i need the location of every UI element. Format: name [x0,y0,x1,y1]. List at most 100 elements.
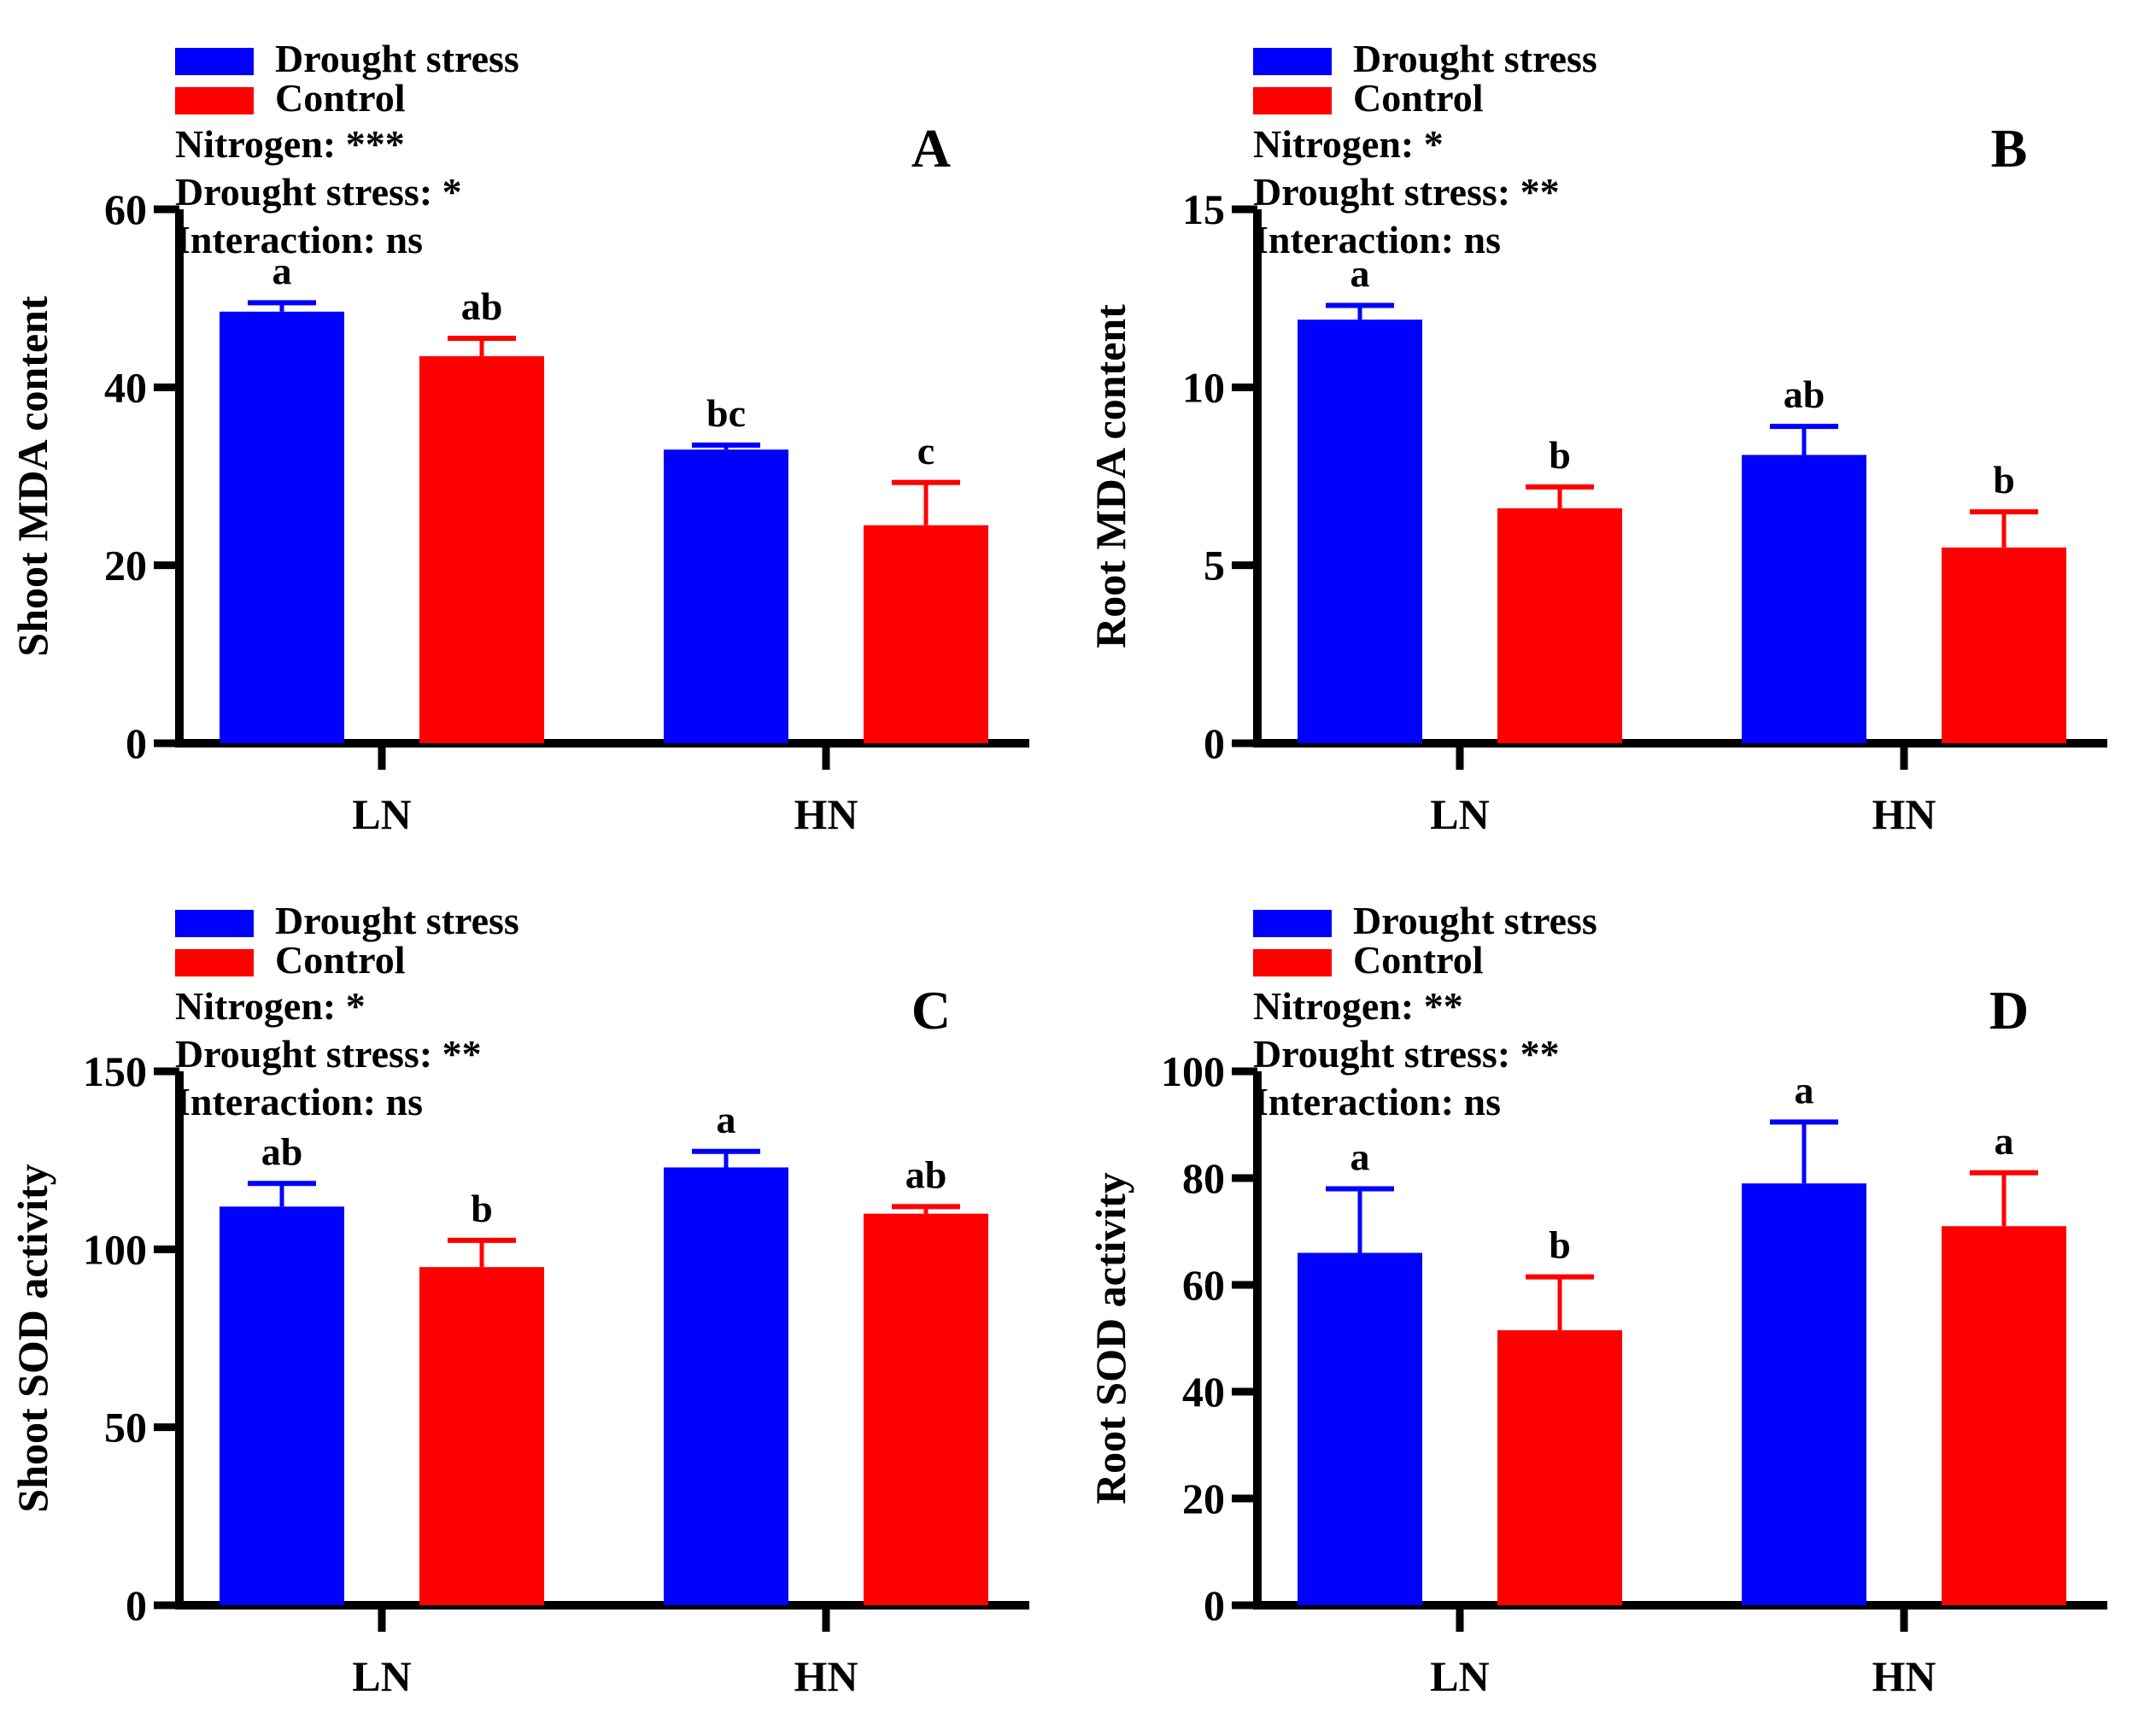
significance-letter: a [1350,252,1370,296]
y-tick-label: 40 [1182,1368,1225,1416]
bar-hn-control [864,525,988,743]
y-axis-title: Root SOD activity [1087,1172,1134,1504]
legend-swatch-control [1253,87,1332,114]
bar-hn-drought-stress [1742,454,1866,743]
anova-annotation: Drought stress: ** [175,1032,482,1076]
x-category-label: HN [794,790,858,838]
legend-swatch-control [175,949,254,976]
y-tick-label: 5 [1204,542,1225,589]
y-tick-label: 150 [83,1047,147,1095]
bar-ln-control [1497,508,1622,743]
legend-label: Control [275,938,406,982]
legend-label: Drought stress [275,899,519,942]
significance-letter: a [1995,1119,2014,1163]
anova-annotation: Drought stress: ** [1253,170,1560,214]
y-tick-label: 0 [1204,719,1225,767]
significance-letter: a [1350,1135,1370,1179]
y-tick-label: 20 [1182,1475,1225,1522]
panel-letter: B [1991,118,2028,179]
anova-annotation: Drought stress: ** [1253,1032,1560,1076]
bar-ln-control [419,355,544,743]
y-tick-label: 100 [83,1225,147,1273]
bar-ln-drought-stress [1298,1252,1422,1605]
bar-hn-control [864,1213,988,1605]
x-category-label: LN [1430,1652,1489,1700]
legend-label: Control [1353,76,1484,120]
significance-letter: c [917,429,934,472]
significance-letter: ab [261,1129,303,1173]
bar-ln-control [419,1267,544,1605]
bar-hn-drought-stress [664,449,788,743]
legend-swatch-drought-stress [175,910,254,937]
significance-letter: ab [461,284,503,328]
legend-label: Control [1353,938,1484,982]
bar-hn-drought-stress [664,1167,788,1605]
bar-ln-control [1497,1330,1622,1605]
anova-annotation: Nitrogen: ** [1253,984,1463,1028]
y-tick-label: 0 [126,1581,147,1629]
x-category-label: HN [1872,1652,1936,1700]
panel-letter: A [911,118,951,179]
significance-letter: b [471,1187,493,1230]
anova-annotation: Nitrogen: *** [175,122,405,166]
legend-swatch-drought-stress [175,48,254,75]
significance-letter: b [1993,458,2015,501]
anova-annotation: Interaction: ns [175,218,423,261]
significance-letter: a [1795,1068,1814,1111]
significance-letter: b [1549,1223,1571,1267]
bar-ln-drought-stress [220,311,344,743]
y-tick-label: 60 [104,185,147,233]
anova-annotation: Nitrogen: * [175,984,366,1028]
y-tick-label: 50 [104,1404,147,1451]
significance-letter: ab [905,1152,947,1196]
significance-letter: bc [706,391,746,435]
legend-swatch-control [1253,949,1332,976]
y-axis-title: Root MDA content [1087,304,1134,648]
x-category-label: LN [352,1652,411,1700]
panel-letter: D [1989,980,2029,1041]
y-tick-label: 40 [104,363,147,411]
y-tick-label: 15 [1182,185,1225,233]
x-category-label: HN [794,1652,858,1700]
y-tick-label: 100 [1161,1047,1225,1095]
significance-letter: b [1549,433,1571,477]
legend-label: Drought stress [1353,37,1597,80]
anova-annotation: Interaction: ns [1253,218,1501,261]
legend-swatch-control [175,87,254,114]
y-tick-label: 60 [1182,1261,1225,1309]
anova-annotation: Interaction: ns [175,1080,423,1123]
anova-annotation: Interaction: ns [1253,1080,1501,1123]
panel-c-shoot-sod: Drought stress Control Nitrogen: * Drought … [0,862,1078,1724]
x-category-label: HN [1872,790,1936,838]
bar-ln-drought-stress [220,1206,344,1605]
x-category-label: LN [352,790,411,838]
panel-letter: C [911,980,951,1041]
anova-annotation: Drought stress: * [175,170,462,214]
significance-letter: a [272,249,292,292]
y-axis-title: Shoot SOD activity [9,1164,56,1512]
panel-a-shoot-mda: Drought stress Control Nitrogen: *** Drough… [0,0,1078,862]
legend-swatch-drought-stress [1253,48,1332,75]
y-tick-label: 10 [1182,363,1225,411]
bar-ln-drought-stress [1298,320,1422,743]
y-tick-label: 0 [126,719,147,767]
significance-letter: a [717,1098,736,1141]
y-tick-label: 0 [1204,1581,1225,1629]
bar-hn-control [1942,547,2066,743]
y-tick-label: 80 [1182,1154,1225,1202]
bar-hn-drought-stress [1742,1183,1866,1605]
y-axis-title: Shoot MDA content [9,296,56,657]
y-tick-label: 20 [104,542,147,589]
panel-b-root-mda: Drought stress Control Nitrogen: * Drought … [1078,0,2156,862]
bar-hn-control [1942,1226,2066,1605]
legend-swatch-drought-stress [1253,910,1332,937]
legend-label: Drought stress [1353,899,1597,942]
legend-label: Drought stress [275,37,519,80]
significance-letter: ab [1784,372,1825,416]
panel-d-root-sod: Drought stress Control Nitrogen: ** Drought… [1078,862,2156,1724]
